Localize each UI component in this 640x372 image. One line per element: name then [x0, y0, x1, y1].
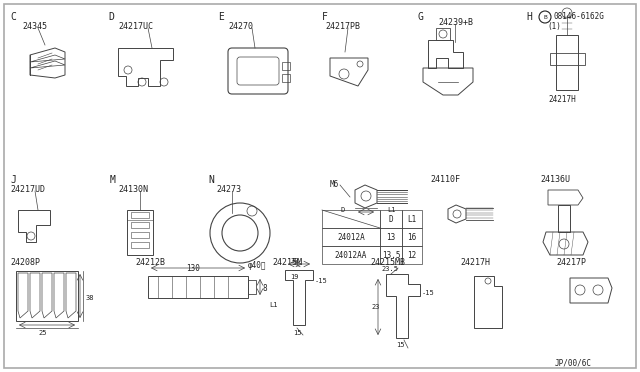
Bar: [402, 210, 422, 228]
Bar: [380, 228, 402, 246]
Bar: [127, 210, 153, 255]
Text: 15: 15: [293, 330, 301, 336]
Text: 24345: 24345: [22, 22, 47, 31]
Text: 24212B: 24212B: [135, 258, 165, 267]
Bar: [131, 242, 149, 248]
Text: 24215MB: 24215MB: [370, 258, 405, 267]
Text: D: D: [341, 207, 345, 213]
Text: 08146-6162G: 08146-6162G: [554, 12, 605, 21]
Text: L1: L1: [387, 207, 396, 213]
Text: 19: 19: [290, 274, 298, 280]
Text: E: E: [218, 12, 224, 22]
Text: L1: L1: [269, 302, 278, 308]
Text: H: H: [526, 12, 532, 22]
Bar: [550, 53, 585, 65]
Bar: [322, 210, 380, 228]
Text: 13: 13: [387, 232, 396, 241]
Text: B: B: [543, 15, 547, 19]
Text: G: G: [418, 12, 424, 22]
Bar: [380, 246, 402, 264]
Text: JP/00/6C: JP/00/6C: [555, 358, 592, 367]
Text: 24110F: 24110F: [430, 175, 460, 184]
Text: 24217UD: 24217UD: [10, 185, 45, 194]
Bar: [436, 28, 450, 40]
Bar: [556, 35, 578, 90]
Text: 24217UC: 24217UC: [118, 22, 153, 31]
Bar: [131, 232, 149, 238]
Text: 24215M: 24215M: [272, 258, 302, 267]
Text: 24239+B: 24239+B: [438, 18, 473, 27]
Bar: [248, 280, 256, 294]
Text: M6: M6: [330, 180, 339, 189]
Text: 23: 23: [371, 304, 380, 310]
Text: 8: 8: [263, 284, 268, 293]
Text: 24273: 24273: [216, 185, 241, 194]
Bar: [282, 74, 290, 82]
Text: 130: 130: [186, 264, 200, 273]
Bar: [148, 276, 248, 298]
Text: D: D: [108, 12, 114, 22]
Text: -15: -15: [422, 290, 435, 296]
Bar: [402, 228, 422, 246]
Text: 24270: 24270: [228, 22, 253, 31]
Text: D: D: [388, 215, 394, 224]
Text: 24012AA: 24012AA: [335, 250, 367, 260]
Text: 24217H: 24217H: [460, 258, 490, 267]
Bar: [131, 222, 149, 228]
Bar: [131, 212, 149, 218]
Text: 24208P: 24208P: [10, 258, 40, 267]
Text: 24012A: 24012A: [337, 232, 365, 241]
Text: J: J: [10, 175, 16, 185]
Text: F: F: [322, 12, 328, 22]
Bar: [16, 271, 78, 321]
Bar: [322, 246, 380, 264]
Text: φ40用: φ40用: [248, 261, 266, 270]
Text: 24217P: 24217P: [556, 258, 586, 267]
Text: 15: 15: [396, 342, 404, 348]
Bar: [322, 228, 380, 246]
Text: 24136U: 24136U: [540, 175, 570, 184]
Text: 16: 16: [408, 232, 417, 241]
Text: C: C: [10, 12, 16, 22]
Text: N: N: [208, 175, 214, 185]
Text: 13.5: 13.5: [381, 250, 400, 260]
Text: 12: 12: [408, 250, 417, 260]
Bar: [282, 62, 290, 70]
Text: 38: 38: [86, 295, 95, 301]
Text: 24217PB: 24217PB: [325, 22, 360, 31]
Bar: [402, 246, 422, 264]
Text: (1): (1): [547, 22, 561, 31]
Text: M: M: [110, 175, 116, 185]
Text: 30: 30: [291, 258, 300, 264]
Text: 24130N: 24130N: [118, 185, 148, 194]
Text: L1: L1: [408, 215, 417, 224]
Text: 24217H: 24217H: [548, 95, 576, 104]
Text: 25: 25: [39, 330, 47, 336]
Bar: [380, 210, 402, 228]
Text: -15: -15: [315, 278, 328, 284]
Text: 23.5: 23.5: [381, 266, 398, 272]
